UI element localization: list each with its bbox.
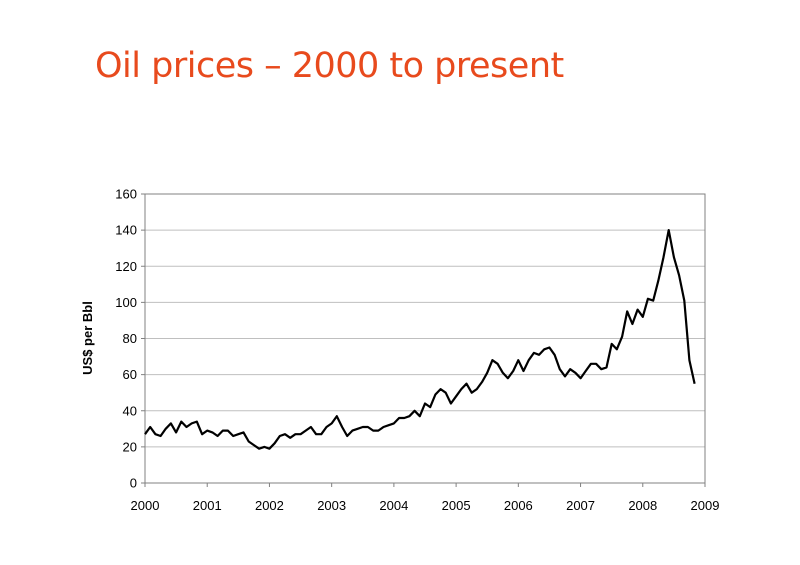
y-tick-label: 140 (115, 223, 137, 238)
x-tick-label: 2006 (504, 498, 533, 513)
y-tick-label: 60 (123, 367, 137, 382)
x-tick-label: 2004 (379, 498, 408, 513)
y-tick-label: 120 (115, 259, 137, 274)
price-line (144, 229, 696, 450)
y-tick-label: 80 (123, 331, 137, 346)
x-tick-label: 2000 (131, 498, 160, 513)
axes (141, 193, 706, 487)
plot-area (144, 229, 696, 450)
x-tick-label: 2009 (691, 498, 720, 513)
x-tick-label: 2003 (317, 498, 346, 513)
gridlines (145, 193, 705, 448)
x-tick-label: 2002 (255, 498, 284, 513)
x-tick-label: 2005 (442, 498, 471, 513)
y-tick-label: 0 (130, 476, 137, 491)
y-tick-label: 40 (123, 403, 137, 418)
plot-frame (144, 193, 706, 484)
y-tick-label: 20 (123, 439, 137, 454)
tick-labels: 0 20 40 60 80 100 120 140 160 2000 2001 2002 2003 200… (115, 187, 719, 514)
slide-title: Oil prices – 2000 to present (95, 46, 564, 86)
x-tick-label: 2007 (566, 498, 595, 513)
y-tick-label: 160 (115, 187, 137, 202)
y-axis-title: US$ per Bbl (80, 301, 95, 375)
x-tick-label: 2001 (193, 498, 222, 513)
x-tick-label: 2008 (628, 498, 657, 513)
y-tick-label: 100 (115, 295, 137, 310)
